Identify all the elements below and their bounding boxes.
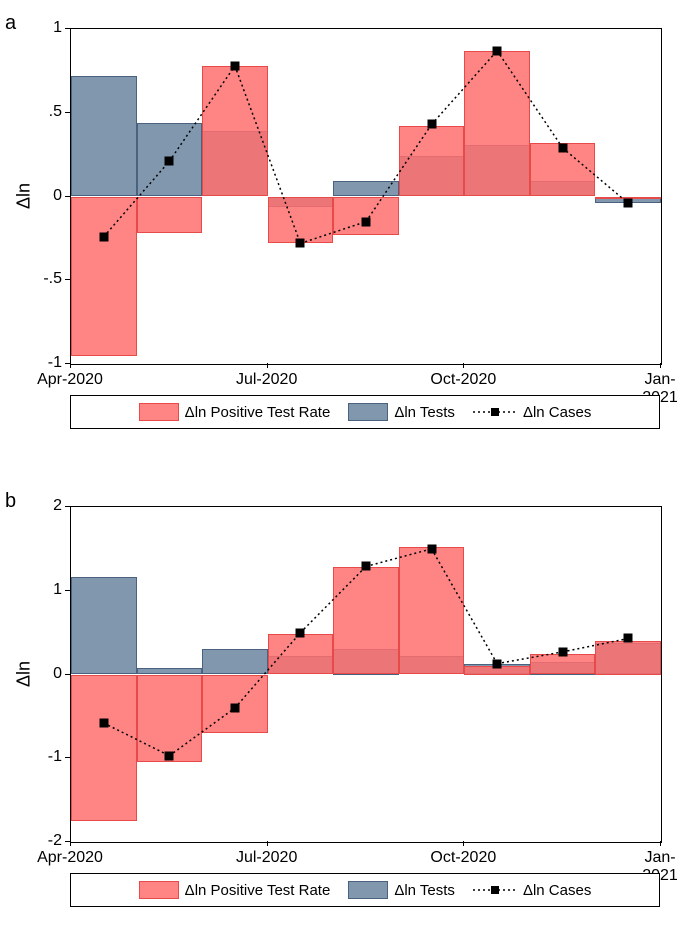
ytick bbox=[65, 112, 70, 113]
ytick bbox=[65, 757, 70, 758]
cases-marker bbox=[493, 46, 502, 55]
ytick bbox=[65, 590, 70, 591]
figure: a-1-.50.51ΔlnApr-2020Jul-2020Oct-2020Jan… bbox=[0, 0, 685, 941]
cases-line-a bbox=[71, 29, 661, 364]
xtick-label: Apr-2020 bbox=[37, 371, 103, 389]
legend-item: Δln Tests bbox=[348, 403, 455, 421]
xtick-label: Jul-2020 bbox=[236, 849, 297, 867]
cases-marker bbox=[362, 562, 371, 571]
plot-area-a bbox=[70, 28, 662, 365]
legend-item: Δln Cases bbox=[473, 404, 591, 421]
ytick bbox=[65, 196, 70, 197]
cases-marker bbox=[427, 120, 436, 129]
xtick bbox=[660, 363, 661, 368]
cases-marker bbox=[296, 239, 305, 248]
xtick bbox=[267, 841, 268, 846]
legend-swatch bbox=[348, 881, 388, 899]
cases-marker bbox=[99, 232, 108, 241]
legend-swatch bbox=[348, 403, 388, 421]
cases-line-b bbox=[71, 507, 661, 842]
xtick bbox=[267, 363, 268, 368]
legend-item: Δln Tests bbox=[348, 881, 455, 899]
cases-marker bbox=[558, 647, 567, 656]
legend-b: Δln Positive Test Rate Δln Tests Δln Cases bbox=[70, 873, 660, 907]
ylabel-a: Δln bbox=[14, 182, 35, 208]
cases-marker bbox=[493, 659, 502, 668]
ytick-label: 0 bbox=[53, 187, 62, 205]
xtick bbox=[70, 841, 71, 846]
cases-marker bbox=[99, 719, 108, 728]
cases-marker bbox=[624, 634, 633, 643]
ytick-label: -.5 bbox=[43, 270, 62, 288]
ytick bbox=[65, 674, 70, 675]
ytick-label: -2 bbox=[48, 832, 62, 850]
ytick-label: 2 bbox=[53, 497, 62, 515]
cases-marker bbox=[296, 628, 305, 637]
xtick bbox=[463, 363, 464, 368]
legend-label: Δln Positive Test Rate bbox=[185, 882, 331, 899]
ytick-label: 0 bbox=[53, 665, 62, 683]
ytick-label: -1 bbox=[48, 354, 62, 372]
cases-marker bbox=[427, 544, 436, 553]
cases-marker bbox=[624, 199, 633, 208]
cases-marker bbox=[230, 61, 239, 70]
legend-label: Δln Cases bbox=[523, 882, 591, 899]
xtick bbox=[463, 841, 464, 846]
ytick-label: 1 bbox=[53, 581, 62, 599]
ytick-label: .5 bbox=[49, 103, 62, 121]
ytick bbox=[65, 506, 70, 507]
xtick bbox=[660, 841, 661, 846]
legend-swatch bbox=[139, 881, 179, 899]
panel-label-b: b bbox=[5, 490, 16, 513]
cases-marker bbox=[362, 217, 371, 226]
ytick bbox=[65, 279, 70, 280]
legend-item: Δln Positive Test Rate bbox=[139, 881, 331, 899]
legend-label: Δln Tests bbox=[394, 882, 455, 899]
legend-line-marker bbox=[473, 405, 517, 419]
cases-marker bbox=[558, 143, 567, 152]
ytick-label: 1 bbox=[53, 19, 62, 37]
xtick-label: Oct-2020 bbox=[430, 849, 496, 867]
legend-label: Δln Cases bbox=[523, 404, 591, 421]
ylabel-b: Δln bbox=[14, 660, 35, 686]
ytick-label: -1 bbox=[48, 748, 62, 766]
legend-line-marker bbox=[473, 883, 517, 897]
legend-item: Δln Positive Test Rate bbox=[139, 403, 331, 421]
legend-swatch bbox=[139, 403, 179, 421]
xtick-label: Oct-2020 bbox=[430, 371, 496, 389]
cases-marker bbox=[165, 157, 174, 166]
legend-label: Δln Tests bbox=[394, 404, 455, 421]
cases-marker bbox=[165, 751, 174, 760]
xtick-label: Apr-2020 bbox=[37, 849, 103, 867]
panel-label-a: a bbox=[5, 12, 16, 35]
cases-marker bbox=[230, 704, 239, 713]
plot-area-b bbox=[70, 506, 662, 843]
ytick bbox=[65, 28, 70, 29]
legend-item: Δln Cases bbox=[473, 882, 591, 899]
legend-a: Δln Positive Test Rate Δln Tests Δln Cases bbox=[70, 395, 660, 429]
legend-label: Δln Positive Test Rate bbox=[185, 404, 331, 421]
xtick-label: Jul-2020 bbox=[236, 371, 297, 389]
xtick bbox=[70, 363, 71, 368]
